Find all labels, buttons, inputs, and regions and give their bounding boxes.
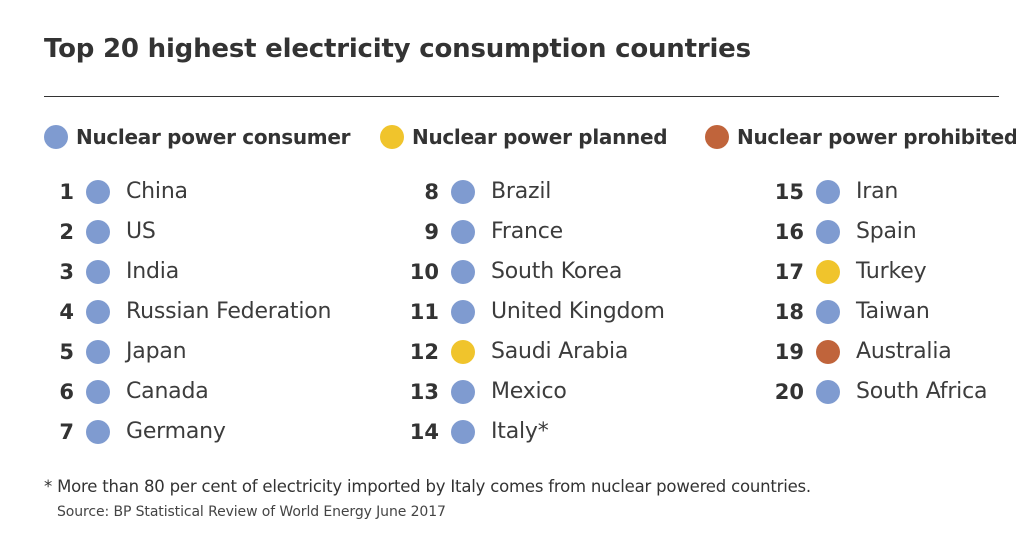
country-row: 2 US	[36, 216, 336, 256]
country-name: US	[126, 219, 156, 244]
source-note: Source: BP Statistical Review of World E…	[57, 504, 446, 520]
country-rank: 19	[774, 340, 804, 364]
country-row: 5 Japan	[36, 336, 336, 376]
status-dot-consumer	[816, 380, 840, 404]
country-rank: 20	[774, 380, 804, 404]
status-dot-consumer	[86, 260, 110, 284]
country-row: 13 Mexico	[401, 376, 701, 416]
country-rank: 16	[774, 220, 804, 244]
status-dot-consumer	[451, 220, 475, 244]
country-row: 17 Turkey	[766, 256, 1016, 296]
legend-item-consumer: Nuclear power consumer	[44, 124, 350, 150]
country-name: India	[126, 259, 179, 284]
country-name: Italy*	[491, 419, 549, 444]
country-name: Brazil	[491, 179, 552, 204]
status-dot-consumer	[816, 300, 840, 324]
country-row: 16 Spain	[766, 216, 1016, 256]
page-title: Top 20 highest electricity consumption c…	[44, 34, 751, 64]
country-name: Mexico	[491, 379, 567, 404]
country-row: 19 Australia	[766, 336, 1016, 376]
country-row: 7 Germany	[36, 416, 336, 456]
legend-dot-prohibited	[705, 125, 729, 149]
legend-item-planned: Nuclear power planned	[380, 124, 668, 150]
country-row: 14 Italy*	[401, 416, 701, 456]
status-dot-consumer	[451, 300, 475, 324]
country-name: Taiwan	[856, 299, 930, 324]
country-rank: 14	[409, 420, 439, 444]
status-dot-consumer	[86, 300, 110, 324]
country-row: 3 India	[36, 256, 336, 296]
country-name: Russian Federation	[126, 299, 332, 324]
country-rank: 2	[59, 220, 74, 244]
country-name: Canada	[126, 379, 209, 404]
status-dot-consumer	[86, 340, 110, 364]
status-dot-prohibited	[816, 340, 840, 364]
legend-dot-consumer	[44, 125, 68, 149]
status-dot-consumer	[86, 220, 110, 244]
legend-label-planned: Nuclear power planned	[412, 125, 668, 149]
status-dot-consumer	[86, 380, 110, 404]
country-name: France	[491, 219, 563, 244]
country-rank: 1	[59, 180, 74, 204]
status-dot-consumer	[451, 380, 475, 404]
country-rank: 8	[424, 180, 439, 204]
country-rank: 10	[409, 260, 439, 284]
country-rank: 5	[59, 340, 74, 364]
country-name: United Kingdom	[491, 299, 665, 324]
country-column-1: 1 China 2 US 3 India 4 Russian Federation 5 Japan…	[36, 176, 336, 456]
country-row: 12 Saudi Arabia	[401, 336, 701, 376]
country-name: Australia	[856, 339, 952, 364]
status-dot-consumer	[451, 180, 475, 204]
status-dot-consumer	[451, 260, 475, 284]
country-rank: 17	[774, 260, 804, 284]
status-dot-consumer	[86, 420, 110, 444]
country-rank: 11	[409, 300, 439, 324]
status-dot-consumer	[816, 220, 840, 244]
country-row: 6 Canada	[36, 376, 336, 416]
country-name: Japan	[126, 339, 187, 364]
country-name: South Korea	[491, 259, 623, 284]
country-rank: 15	[774, 180, 804, 204]
country-row: 1 China	[36, 176, 336, 216]
country-name: South Africa	[856, 379, 988, 404]
legend-label-prohibited: Nuclear power prohibited	[737, 125, 1016, 149]
country-column-2: 8 Brazil 9 France 10 South Korea 11 United King…	[401, 176, 701, 456]
legend-item-prohibited: Nuclear power prohibited	[705, 124, 1016, 150]
country-name: Germany	[126, 419, 226, 444]
country-name: Saudi Arabia	[491, 339, 629, 364]
country-row: 4 Russian Federation	[36, 296, 336, 336]
country-row: 11 United Kingdom	[401, 296, 701, 336]
status-dot-consumer	[816, 180, 840, 204]
country-rank: 12	[409, 340, 439, 364]
status-dot-planned	[451, 340, 475, 364]
status-dot-planned	[816, 260, 840, 284]
status-dot-consumer	[451, 420, 475, 444]
country-name: Iran	[856, 179, 899, 204]
country-row: 8 Brazil	[401, 176, 701, 216]
legend-dot-planned	[380, 125, 404, 149]
country-rank: 9	[424, 220, 439, 244]
country-name: China	[126, 179, 188, 204]
footnote: * More than 80 per cent of electricity i…	[44, 477, 811, 496]
country-rank: 13	[409, 380, 439, 404]
country-row: 10 South Korea	[401, 256, 701, 296]
country-column-3: 15 Iran 16 Spain 17 Turkey 18 Taiwan 19 Australia…	[766, 176, 1016, 416]
country-rank: 4	[59, 300, 74, 324]
title-divider	[44, 96, 999, 97]
country-rank: 7	[59, 420, 74, 444]
status-dot-consumer	[86, 180, 110, 204]
country-row: 9 France	[401, 216, 701, 256]
country-rank: 18	[774, 300, 804, 324]
legend-label-consumer: Nuclear power consumer	[76, 125, 351, 149]
country-row: 15 Iran	[766, 176, 1016, 216]
country-row: 20 South Africa	[766, 376, 1016, 416]
country-row: 18 Taiwan	[766, 296, 1016, 336]
country-name: Spain	[856, 219, 917, 244]
country-name: Turkey	[856, 259, 927, 284]
country-rank: 3	[59, 260, 74, 284]
country-rank: 6	[59, 380, 74, 404]
